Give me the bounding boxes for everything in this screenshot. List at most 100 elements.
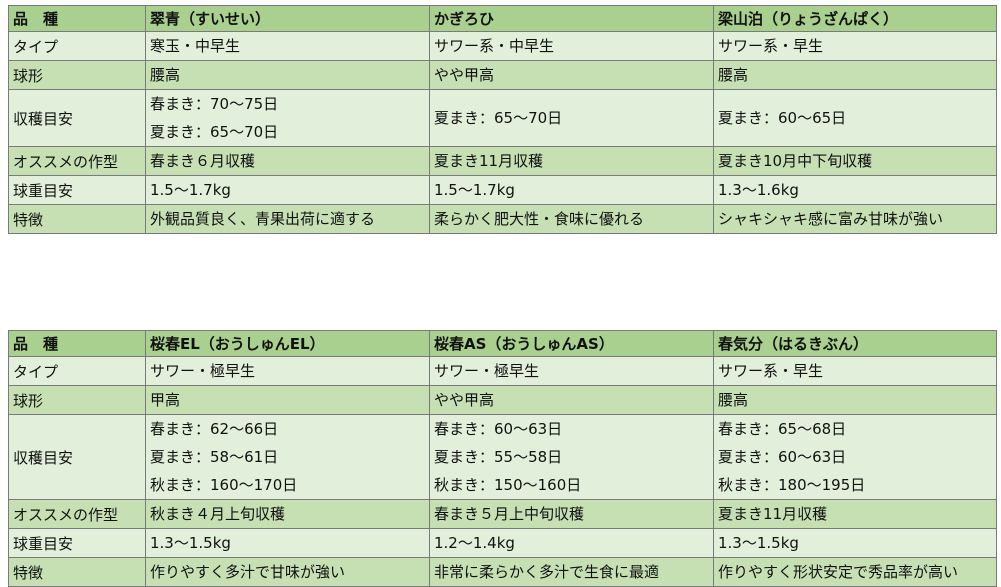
- cell-text: 1.2～1.4kg: [434, 534, 515, 552]
- value-cell: 腰高: [713, 385, 997, 415]
- value-cell: 1.5～1.7kg: [145, 175, 430, 205]
- value-cell: 春まき：65～68日 夏まき：60～63日秋まき：180～195日: [713, 414, 997, 500]
- table-row: 球重目安 1.3～1.5kg 1.2～1.4kg 1.3～1.5kg: [8, 528, 997, 558]
- cell-text: 外観品質良く、青果出荷に適する: [150, 210, 376, 228]
- row-label-cell: 収穫目安: [8, 89, 146, 147]
- table-row: 収穫目安 春まき：62～66日 夏まき：58～61日 秋まき：160～170日 春まき：…: [8, 414, 997, 500]
- value-cell: サワー・極早生: [145, 356, 430, 386]
- cell-text: 腰高: [718, 66, 749, 84]
- header-row: 品 種桜春EL（おうしゅんEL） 桜春AS（おうしゅんAS） 春気分（はるきぶん）: [8, 330, 997, 357]
- variety-table-2: 品 種桜春EL（おうしゅんEL） 桜春AS（おうしゅんAS） 春気分（はるきぶん）タ…: [8, 330, 997, 587]
- value-cell: やや甲高: [429, 60, 714, 90]
- cell-text: 夏まき：60～65日: [718, 109, 847, 127]
- row-label-cell: 球形: [8, 60, 146, 90]
- cell-text: やや甲高: [434, 66, 495, 84]
- cell-text: 秋まき：180～195日: [718, 476, 866, 494]
- cell-text: 秋まき：160～170日: [150, 476, 298, 494]
- cell-text: 春まき：62～66日: [150, 420, 279, 438]
- variety-name-cell: 翠青（すいせい）: [145, 5, 430, 32]
- cell-text: サワー系・中早生: [434, 37, 555, 55]
- value-cell: 1.5～1.7kg: [429, 175, 714, 205]
- table-row: 特徴 作りやすく多汁で甘味が強い 非常に柔らかく多汁で生食に最適 作りやすく形状安定で…: [8, 557, 997, 587]
- row-label-cell: オススメの作型: [8, 146, 146, 176]
- cell-text: 夏まき：65～70日: [434, 109, 563, 127]
- row-label-cell: オススメの作型: [8, 499, 146, 529]
- variety-name-cell: 梁山泊（りょうざんぱく）: [713, 5, 997, 32]
- row-label-cell: 球重目安: [8, 528, 146, 558]
- value-cell: やや甲高: [429, 385, 714, 415]
- cell-text: 腰高: [718, 391, 749, 409]
- value-cell: 外観品質良く、青果出荷に適する: [145, 204, 430, 234]
- row-label-cell: 収穫目安: [8, 414, 146, 500]
- table-row: 球形 甲高 やや甲高 腰高: [8, 385, 997, 415]
- value-cell: 春まき：60～63日 夏まき：55～58日秋まき：150～160日: [429, 414, 714, 500]
- row-label-cell: タイプ: [8, 356, 146, 386]
- cell-text: サワー・極早生: [150, 362, 256, 380]
- value-cell: 夏まき11月収穫: [713, 499, 997, 529]
- value-cell: 春まき６月収穫: [145, 146, 430, 176]
- cell-text: 柔らかく肥大性・食味に優れる: [434, 210, 645, 228]
- value-cell: 春まき５月上中旬収穫: [429, 499, 714, 529]
- header-label-cell: 品 種: [8, 330, 146, 357]
- value-cell: 春まき：70～75日 夏まき：65～70日: [145, 89, 430, 147]
- cell-text: サワー系・早生: [718, 362, 824, 380]
- value-cell: サワー・極早生: [429, 356, 714, 386]
- variety-name-cell: 桜春AS（おうしゅんAS）: [429, 330, 714, 357]
- row-label-cell: 特徴: [8, 557, 146, 587]
- variety-name-cell: 春気分（はるきぶん）: [713, 330, 997, 357]
- value-cell: サワー系・早生: [713, 356, 997, 386]
- value-cell: 1.3～1.5kg: [713, 528, 997, 558]
- row-label-cell: 特徴: [8, 204, 146, 234]
- cell-text: 春まき：65～68日: [718, 420, 847, 438]
- row-label-cell: タイプ: [8, 31, 146, 61]
- cell-text: 1.3～1.6kg: [718, 181, 799, 199]
- cell-text: 夏まき：55～58日: [434, 448, 563, 466]
- table-row: 球形 腰高 やや甲高 腰高: [8, 60, 997, 90]
- value-cell: 腰高: [145, 60, 430, 90]
- cell-text: サワー系・早生: [718, 37, 824, 55]
- header-label-cell: 品 種: [8, 5, 146, 32]
- value-cell: 作りやすく多汁で甘味が強い: [145, 557, 430, 587]
- value-cell: 春まき：62～66日 夏まき：58～61日秋まき：160～170日: [145, 414, 430, 500]
- row-label-cell: 球重目安: [8, 175, 146, 205]
- cell-text: 甲高: [150, 391, 181, 409]
- cell-text: 寒玉・中早生: [150, 37, 241, 55]
- value-cell: 甲高: [145, 385, 430, 415]
- cell-text: 1.5～1.7kg: [150, 181, 231, 199]
- value-cell: サワー系・中早生: [429, 31, 714, 61]
- value-cell: サワー系・早生: [713, 31, 997, 61]
- cell-text: 作りやすく多汁で甘味が強い: [150, 563, 346, 581]
- table-row: 特徴 外観品質良く、青果出荷に適する 柔らかく肥大性・食味に優れる シャキシャキ感に富…: [8, 204, 997, 234]
- cell-text: サワー・極早生: [434, 362, 540, 380]
- table-row: 収穫目安 春まき：70～75日 夏まき：65～70日 夏まき：65～70日 夏まき：60…: [8, 89, 997, 147]
- cell-text: やや甲高: [434, 391, 495, 409]
- table-row: タイプ サワー・極早生 サワー・極早生 サワー系・早生: [8, 356, 997, 386]
- cell-text: 春まき：60～63日: [434, 420, 563, 438]
- variety-table-1: 品 種翠青（すいせい） かぎろひ 梁山泊（りょうざんぱく） タイプ 寒玉・中早生 サワー系…: [8, 5, 997, 234]
- table-row: 球重目安 1.5～1.7kg 1.5～1.7kg 1.3～1.6kg: [8, 175, 997, 205]
- variety-name-cell: 桜春EL（おうしゅんEL）: [145, 330, 430, 357]
- value-cell: 秋まき４月上旬収穫: [145, 499, 430, 529]
- value-cell: 腰高: [713, 60, 997, 90]
- cell-text: 夏まき：65～70日: [150, 123, 279, 141]
- cell-text: 腰高: [150, 66, 181, 84]
- cell-text: 夏まき10月中下旬収穫: [718, 152, 873, 170]
- cell-text: 非常に柔らかく多汁で生食に最適: [434, 563, 660, 581]
- value-cell: 1.3～1.6kg: [713, 175, 997, 205]
- value-cell: 作りやすく形状安定で秀品率が高い: [713, 557, 997, 587]
- value-cell: 柔らかく肥大性・食味に優れる: [429, 204, 714, 234]
- value-cell: 非常に柔らかく多汁で生食に最適: [429, 557, 714, 587]
- cell-text: シャキシャキ感に富み甘味が強い: [718, 210, 944, 228]
- cell-text: 1.5～1.7kg: [434, 181, 515, 199]
- cell-text: 秋まき４月上旬収穫: [150, 505, 286, 523]
- cell-text: 作りやすく形状安定で秀品率が高い: [718, 563, 959, 581]
- table-row: オススメの作型 秋まき４月上旬収穫 春まき５月上中旬収穫 夏まき11月収穫: [8, 499, 997, 529]
- cell-text: 秋まき：150～160日: [434, 476, 582, 494]
- variety-name-cell: かぎろひ: [429, 5, 714, 32]
- table-row: タイプ 寒玉・中早生 サワー系・中早生 サワー系・早生: [8, 31, 997, 61]
- cell-text: 春まき６月収穫: [150, 152, 256, 170]
- cell-text: 夏まき：60～63日: [718, 448, 847, 466]
- value-cell: 夏まき：65～70日: [429, 89, 714, 147]
- table-row: オススメの作型 春まき６月収穫 夏まき11月収穫 夏まき10月中下旬収穫: [8, 146, 997, 176]
- cell-text: 夏まき：58～61日: [150, 448, 279, 466]
